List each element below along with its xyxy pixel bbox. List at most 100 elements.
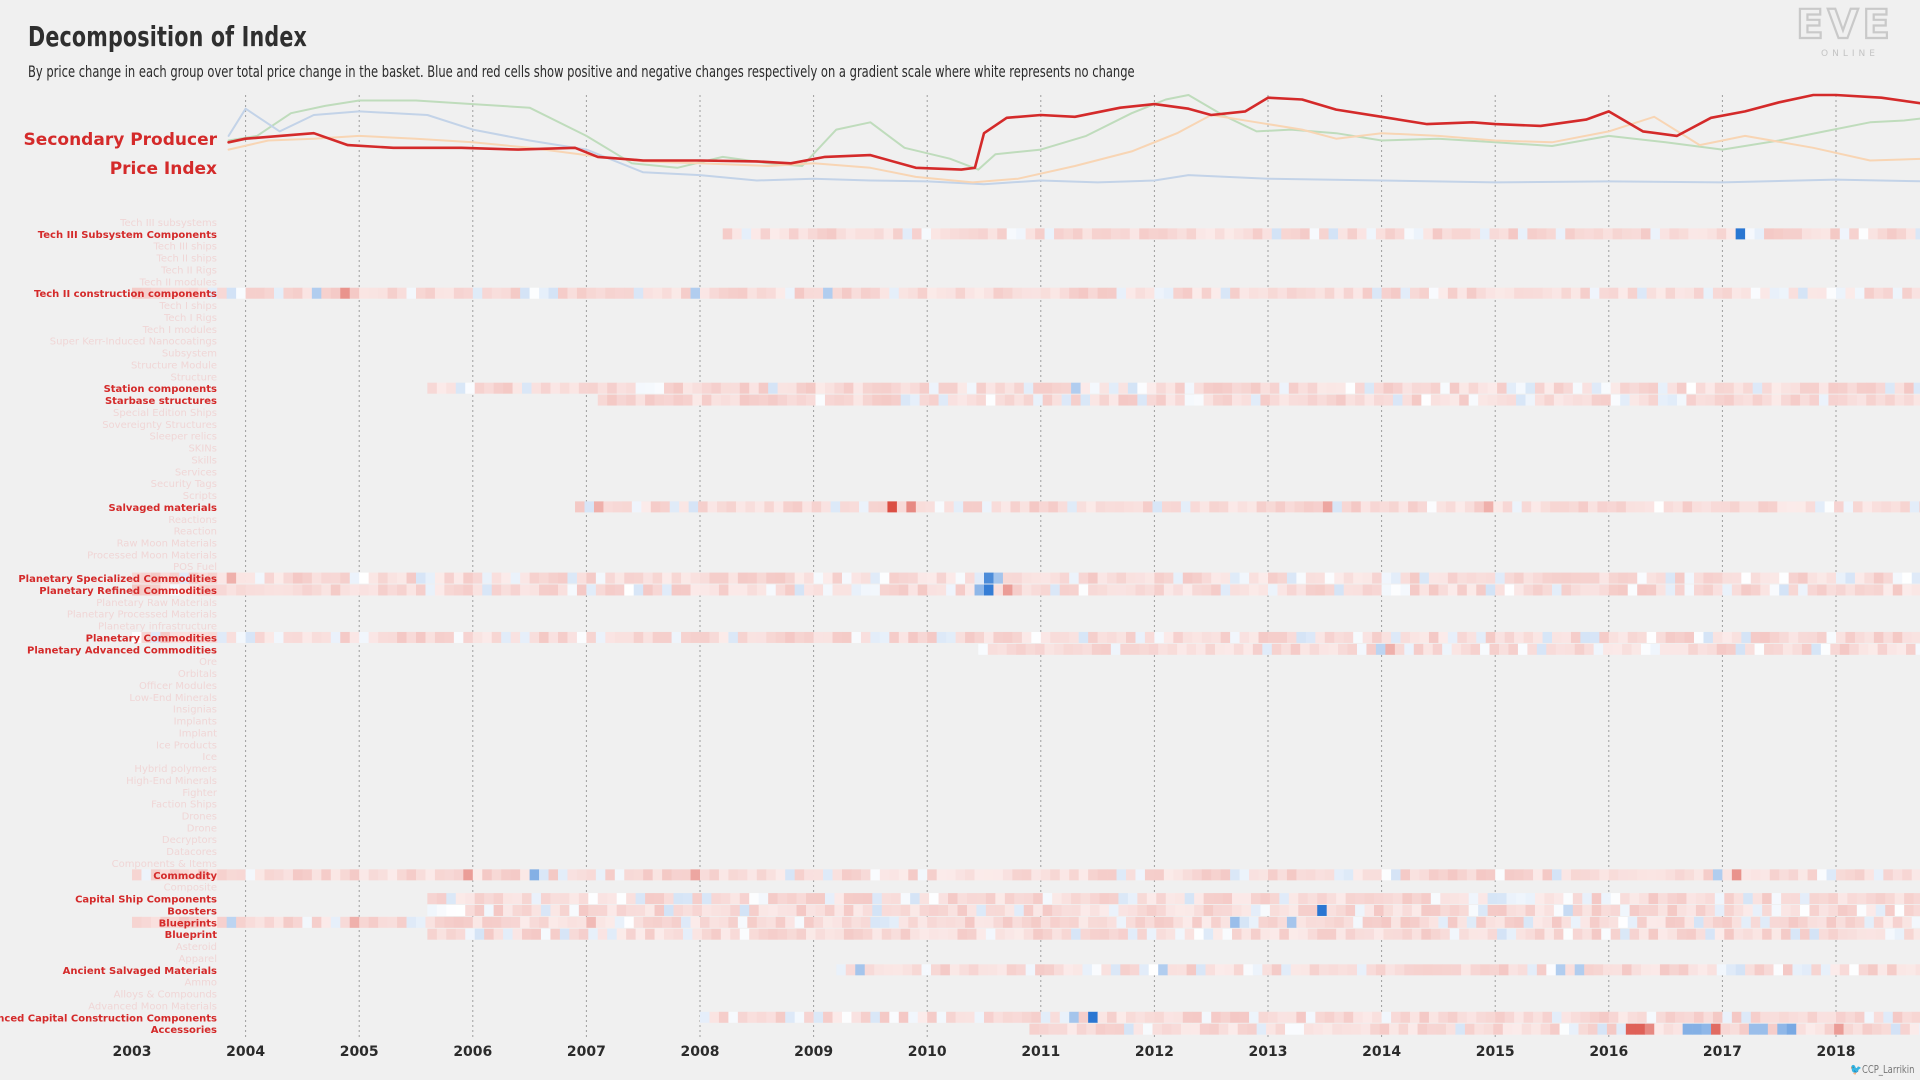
heatmap-cell — [1800, 394, 1810, 406]
row-label: Drones — [182, 812, 217, 823]
heatmap-cell — [1779, 1011, 1789, 1023]
heatmap-cell — [1618, 572, 1629, 584]
heatmap-cell — [1381, 1011, 1392, 1023]
heatmap-cell — [1839, 228, 1850, 240]
heatmap-cell — [453, 916, 464, 928]
heatmap-cell — [1040, 572, 1051, 584]
heatmap-cell — [236, 869, 246, 881]
heatmap-cell — [1356, 228, 1367, 240]
heatmap-cell — [612, 501, 623, 513]
heatmap-cell — [330, 916, 341, 928]
heatmap-cell — [860, 916, 871, 928]
heatmap-cell — [559, 928, 570, 940]
heatmap-cell — [917, 572, 928, 584]
heatmap-cell — [985, 382, 996, 394]
heatmap-cell — [930, 228, 941, 240]
heatmap-cell — [1862, 501, 1873, 513]
heatmap-cell — [1837, 928, 1848, 940]
heatmap-cell — [1881, 501, 1892, 513]
heatmap-cell — [1156, 893, 1167, 905]
heatmap-cell — [558, 287, 568, 299]
heatmap-cell — [1667, 904, 1678, 916]
heatmap-cell — [815, 382, 826, 394]
heatmap-cell — [387, 631, 398, 643]
heatmap-cell — [1428, 287, 1439, 299]
heatmap-cell — [578, 904, 589, 916]
heatmap-cell — [650, 501, 661, 513]
heatmap-cell — [1052, 928, 1062, 940]
heatmap-cell — [1091, 964, 1102, 976]
heatmap-cell — [811, 501, 822, 513]
heatmap-cell — [264, 631, 275, 643]
heatmap-cell — [955, 631, 966, 643]
heatmap-cell — [436, 928, 447, 940]
heatmap-cell — [1555, 643, 1566, 655]
heatmap-cell — [1057, 1023, 1068, 1035]
heatmap-cell — [321, 287, 332, 299]
heatmap-cell — [1629, 394, 1640, 406]
heatmap-cell — [1006, 964, 1017, 976]
component-series-line — [227, 107, 1920, 186]
heatmap-cell — [917, 916, 928, 928]
heatmap-cell — [330, 572, 341, 584]
heatmap-cell — [359, 869, 369, 881]
heatmap-cell — [1487, 904, 1498, 916]
heatmap-cell — [1866, 382, 1877, 394]
heatmap-cell — [493, 928, 504, 940]
heatmap-cell — [1743, 904, 1753, 916]
heatmap-cell — [217, 869, 227, 881]
row-label: Tech I modules — [142, 325, 217, 336]
heatmap-cell — [626, 382, 636, 394]
heatmap-cell — [1739, 1023, 1750, 1035]
heatmap-cell — [681, 631, 691, 643]
heatmap-cell — [1572, 382, 1583, 394]
heatmap-cell — [1688, 964, 1699, 976]
heatmap-cell — [635, 928, 646, 940]
heatmap-cell — [1591, 928, 1602, 940]
heatmap-cell — [1731, 916, 1742, 928]
heatmap-cell — [635, 394, 646, 406]
heatmap-cell — [889, 1011, 900, 1023]
heatmap-cell — [1343, 572, 1354, 584]
heatmap-cell — [1771, 928, 1782, 940]
heatmap-cell — [643, 631, 653, 643]
heatmap-cell — [1099, 893, 1110, 905]
heatmap-cell — [1288, 928, 1299, 940]
heatmap-cell — [1002, 916, 1013, 928]
heatmap-cell — [1572, 904, 1583, 916]
heatmap-cell — [936, 631, 947, 643]
heatmap-cell — [1165, 382, 1176, 394]
heatmap-cell — [1523, 869, 1534, 881]
heatmap-cell — [1523, 916, 1534, 928]
heatmap-cell — [1570, 916, 1581, 928]
heatmap-cell — [283, 916, 294, 928]
heatmap-cell — [1338, 228, 1348, 240]
heatmap-cell — [700, 916, 710, 928]
heatmap-cell — [1514, 572, 1524, 584]
heatmap-cell — [1167, 228, 1178, 240]
heatmap-cell — [1110, 964, 1121, 976]
heatmap-cell — [1004, 382, 1015, 394]
heatmap-cell — [948, 893, 958, 905]
heatmap-cell — [1095, 501, 1106, 513]
heatmap-cell — [1305, 1011, 1316, 1023]
heatmap-cell — [255, 572, 265, 584]
heatmap-cell — [425, 572, 436, 584]
heatmap-cell — [558, 869, 568, 881]
heatmap-cell — [957, 904, 968, 916]
heatmap-cell — [787, 928, 797, 940]
heatmap-cell — [891, 928, 901, 940]
heatmap-cell — [1315, 869, 1326, 881]
heatmap-cell — [908, 572, 919, 584]
heatmap-cell — [1086, 1023, 1097, 1035]
heatmap-cell — [1485, 869, 1496, 881]
component-series-line — [227, 94, 1920, 171]
heatmap-cell — [1703, 916, 1714, 928]
heatmap-cell — [425, 869, 436, 881]
heatmap-cell — [1298, 904, 1309, 916]
heatmap-cell — [255, 916, 265, 928]
heatmap-cell — [150, 631, 161, 643]
heatmap-cell — [1184, 904, 1195, 916]
heatmap-cell — [1241, 893, 1252, 905]
heatmap-cell — [188, 584, 199, 596]
